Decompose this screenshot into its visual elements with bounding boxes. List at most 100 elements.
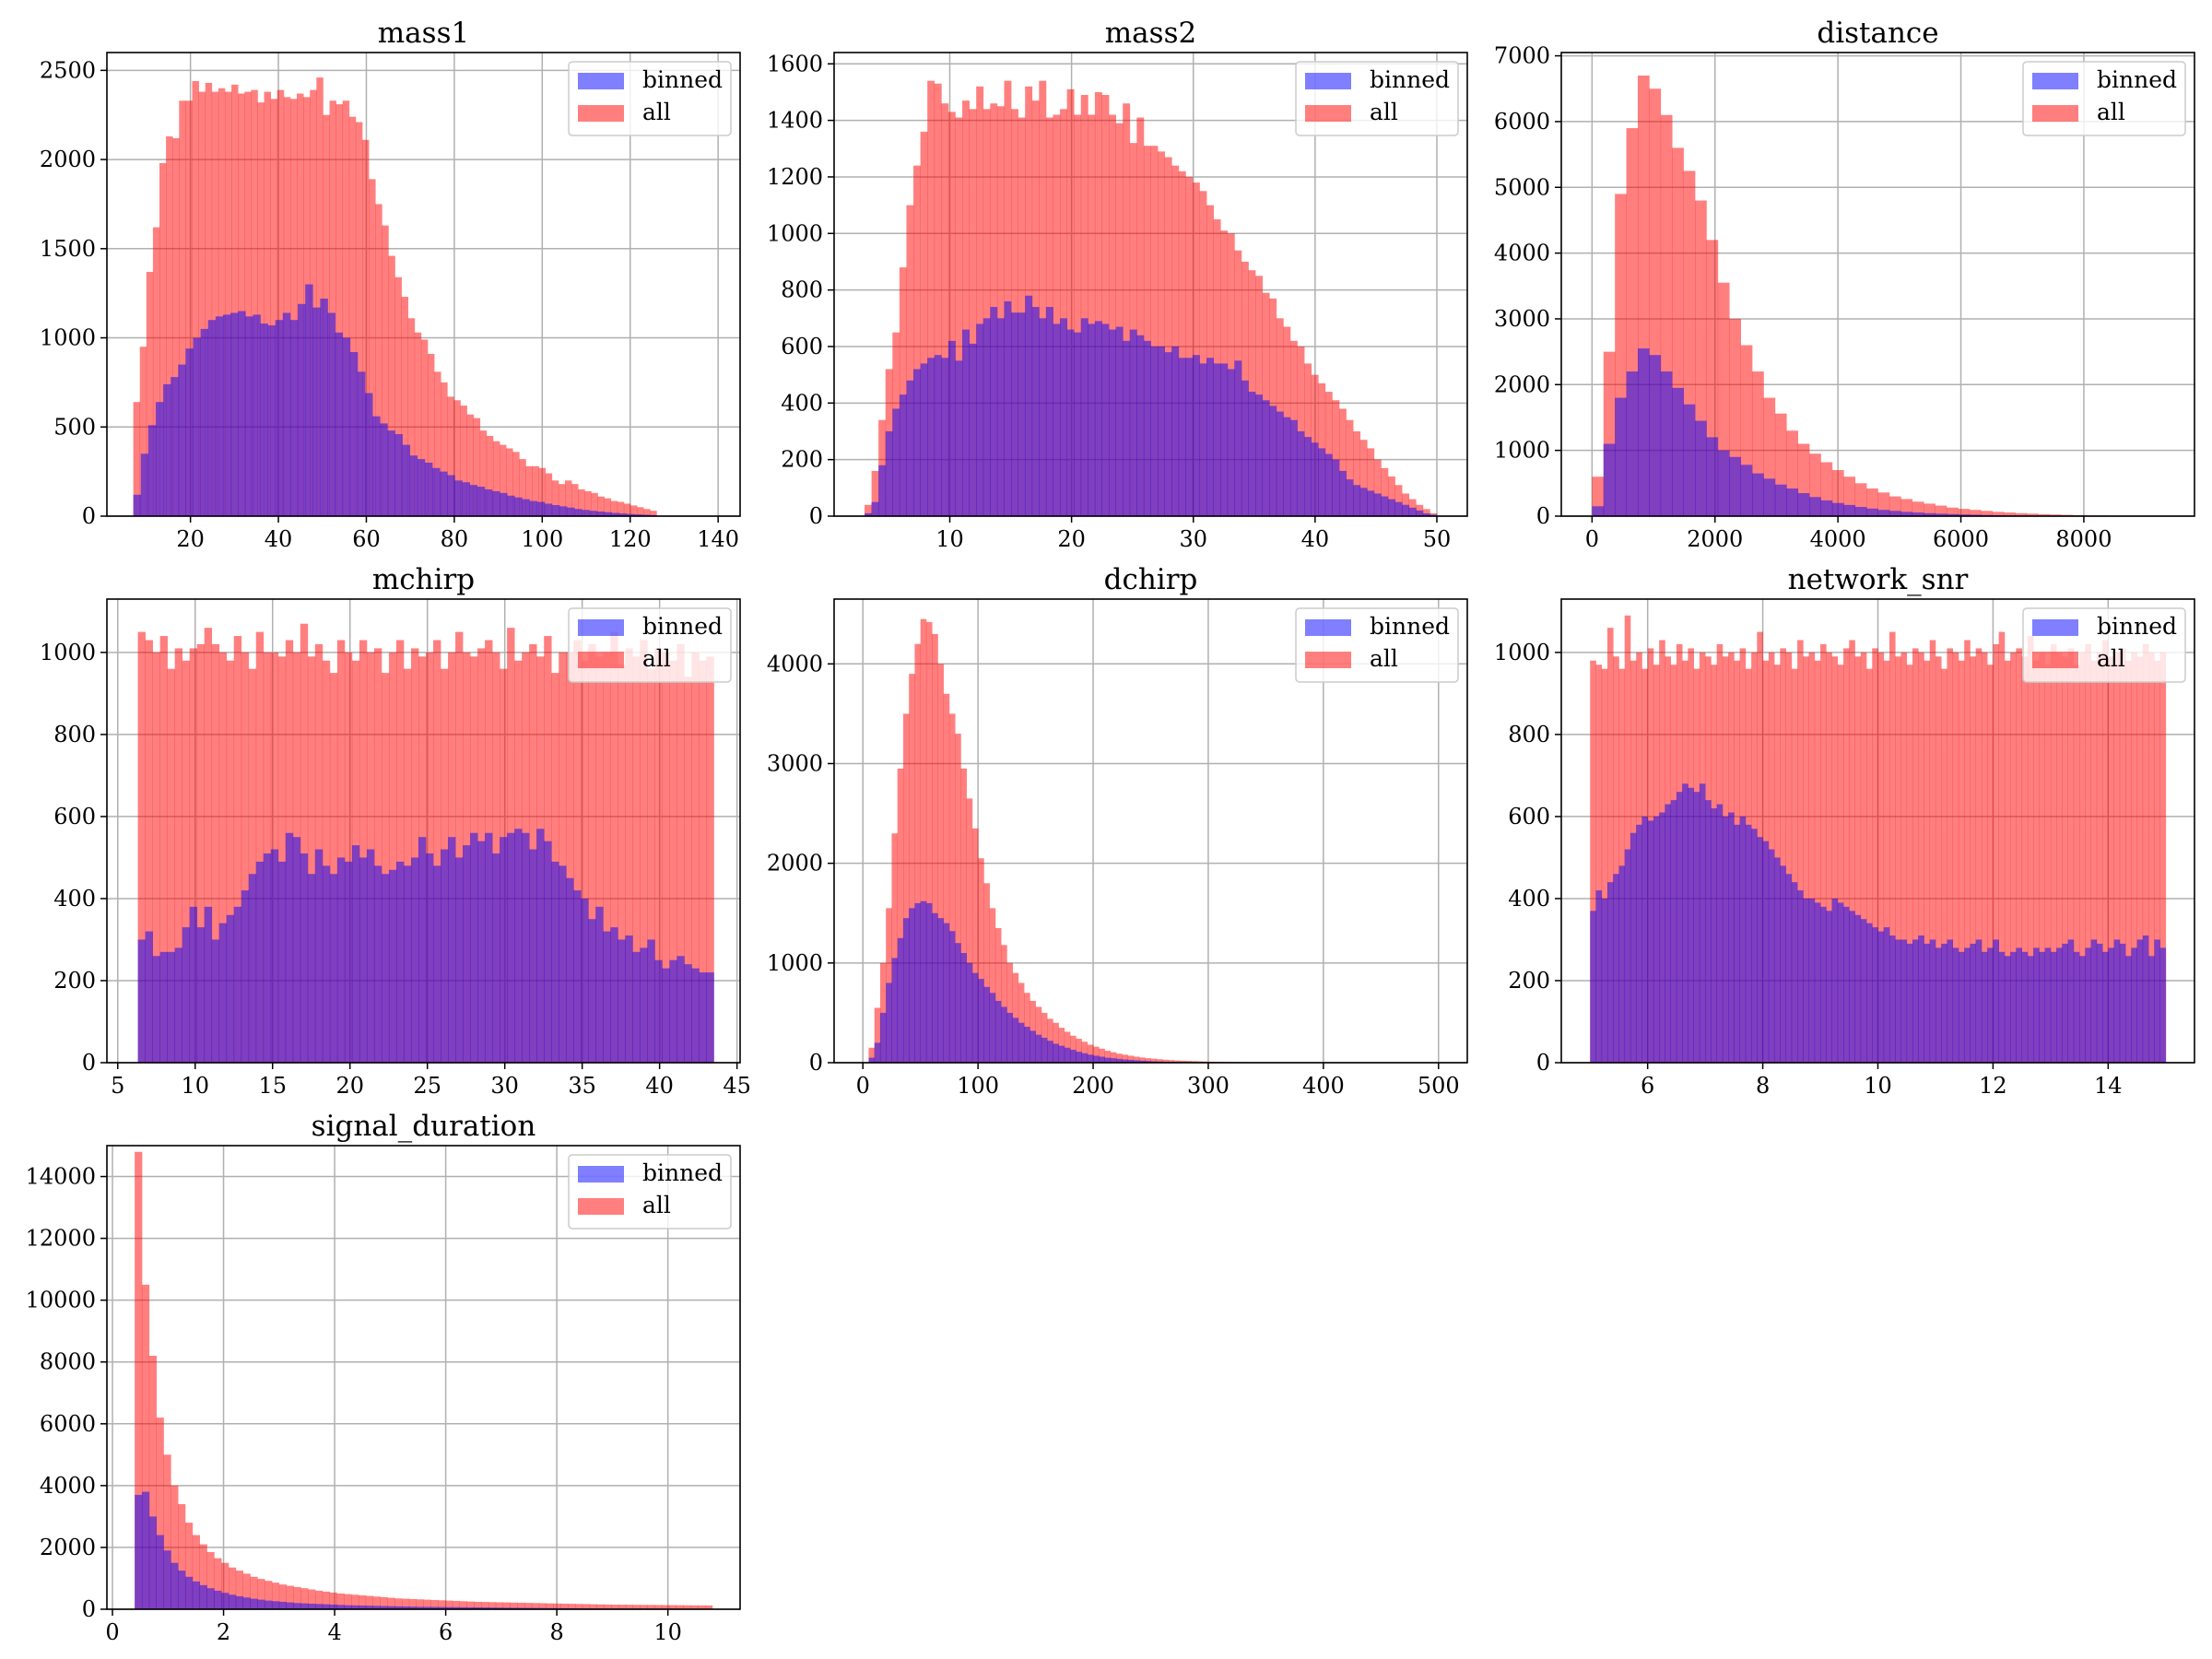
bar-all [1099,1048,1105,1063]
bar-binned [927,358,935,516]
y-tick-label: 0 [82,503,96,529]
bar-all [932,633,938,1063]
legend-swatch-binned [578,619,624,636]
bar-all [250,1576,258,1609]
bar-binned [1024,1027,1030,1063]
x-tick-label: 300 [1187,1073,1230,1099]
bar-binned [372,416,381,516]
bar-binned [133,494,142,516]
bar-binned [314,849,324,1063]
y-tick-label: 4000 [1494,241,1550,266]
bar-all [560,1603,569,1609]
bar-binned [574,509,582,516]
bar-binned [470,832,478,1063]
bar-binned [305,284,313,516]
bar-all [1373,459,1382,516]
bar-binned [943,923,950,1063]
y-tick-label: 0 [82,1596,96,1622]
bar-binned [403,865,412,1063]
bar-binned [626,513,635,516]
bar-all [172,137,180,516]
bar-all [1929,640,1936,1063]
bar-all [1011,109,1018,516]
bar-all [955,734,961,1063]
bar-all [1346,419,1354,516]
bar-all [166,135,173,516]
bar-all [359,640,368,1063]
bar-binned [868,1057,876,1063]
bar-all [1935,656,1942,1063]
bar-all [629,505,638,516]
bar-binned [2148,956,2155,1063]
bar-binned [491,490,500,516]
bar-all [145,640,153,1063]
bar-all [1935,505,1947,516]
bar-binned [1665,804,1672,1063]
bar-binned [1178,358,1186,516]
bar-all [2015,512,2028,516]
bar-all [322,660,331,1063]
bar-binned [1150,346,1159,516]
bar-all [1158,151,1165,516]
bar-binned [1087,1054,1094,1063]
bar-binned [1941,943,1947,1063]
bar-all [358,1594,367,1609]
bar-binned [925,902,933,1063]
bar-binned [573,890,582,1063]
bar-binned [351,1605,359,1609]
bar-all [1791,668,1798,1063]
bar-all [1831,656,1839,1063]
bar-all [983,883,990,1063]
bar-binned [1394,501,1403,516]
bar-all [221,1562,229,1609]
bar-binned [906,380,914,516]
bar-binned [1618,865,1626,1063]
bar-binned [285,832,294,1063]
y-tick-label: 10000 [26,1288,96,1313]
bar-all [2033,660,2040,1063]
bar-binned [218,923,228,1063]
bar-all [925,621,933,1063]
y-tick-label: 600 [53,804,96,830]
bar-binned [417,459,426,516]
bar-all [989,908,996,1063]
panel-title: dchirp [1104,563,1198,596]
legend-swatch-all [2032,652,2078,668]
axes-frame [833,598,1468,1064]
bar-binned [1601,898,1608,1063]
bar-all [278,1584,287,1609]
bar-all [1367,448,1375,516]
bar-all [214,1558,222,1609]
bar-all [171,1485,179,1609]
bar-all [1066,88,1075,516]
bar-all [148,1356,157,1609]
bar-all [525,465,533,516]
bar-binned [1093,1055,1100,1063]
bar-binned [976,324,984,516]
bar-all [632,656,641,1063]
y-tick-label: 3000 [1494,306,1550,332]
bar-binned [990,307,998,516]
bar-binned [989,993,996,1063]
bar-binned [342,337,351,516]
bar-binned [1346,479,1354,516]
y-tick-label: 600 [1508,804,1550,830]
y-tick-label: 200 [1508,968,1550,994]
bars [865,80,1438,516]
panel-title: network_snr [1788,563,1969,596]
bar-binned [1045,307,1053,516]
bar-binned [1402,504,1410,516]
bar-binned [691,968,700,1063]
bar-binned [416,1606,424,1609]
legend-label-binned: binned [642,1159,723,1186]
bar-binned [1025,295,1033,516]
bar-binned [1649,355,1662,516]
bar-all [2096,652,2103,1063]
bar-binned [329,1604,337,1609]
bar-all [865,504,872,516]
bar-all [382,225,389,516]
bar-all [632,1605,641,1609]
bar-binned [932,912,938,1063]
bar-binned [1975,939,1983,1063]
bar-all [654,1605,663,1609]
